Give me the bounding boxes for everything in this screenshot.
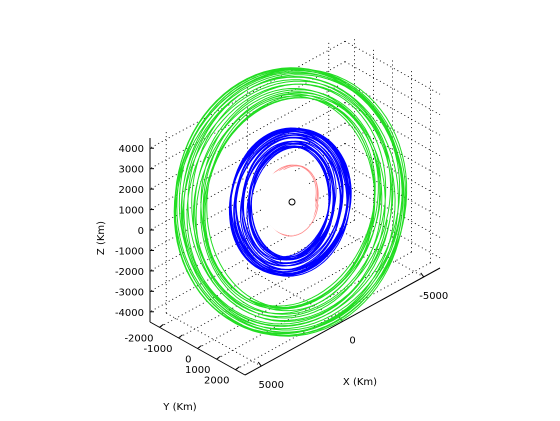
z-tick-label: -4000	[115, 308, 144, 319]
z-tick-label: 2000	[119, 185, 144, 196]
tick-mark	[420, 272, 425, 278]
series-layer	[173, 67, 408, 337]
y-tick-label: -1000	[143, 344, 172, 355]
orbit-series-2	[228, 127, 352, 277]
tick-mark	[197, 345, 202, 349]
y-tick-label: 1000	[185, 365, 210, 376]
z-tick-label: 3000	[119, 165, 144, 176]
grid-line	[235, 262, 431, 371]
tick-mark	[235, 366, 240, 371]
y-axis-label: Y (Km)	[162, 402, 196, 413]
z-tick-label: 0	[138, 226, 144, 237]
tick-mark	[257, 361, 262, 367]
center-marker	[288, 198, 296, 206]
z-tick-label: 1000	[119, 206, 144, 217]
z-tick-label: 4000	[119, 144, 144, 155]
z-tick-label: -3000	[115, 287, 144, 298]
x-axis-label: X (Km)	[343, 377, 377, 388]
tick-mark	[178, 334, 183, 339]
y-tick-label: -2000	[124, 333, 153, 344]
x-tick-label: 0	[349, 336, 355, 347]
grid-line	[344, 40, 441, 95]
orbit-center-gap	[260, 169, 316, 236]
y-tick-label: 2000	[204, 376, 229, 387]
axis-layer	[149, 138, 441, 376]
tick-mark	[216, 355, 221, 360]
x-tick-label: 5000	[259, 380, 284, 391]
z-axis-label: Z (Km)	[96, 221, 107, 255]
tick-mark	[159, 323, 164, 328]
x-tick-label: -5000	[419, 291, 448, 302]
orbit-series-1	[173, 67, 408, 337]
z-tick-label: -1000	[115, 246, 144, 257]
z-tick-label: -2000	[115, 267, 144, 278]
y-tick-label: 0	[185, 355, 191, 366]
label-layer: -500005000-2000-100001000200040003000200…	[96, 144, 448, 413]
